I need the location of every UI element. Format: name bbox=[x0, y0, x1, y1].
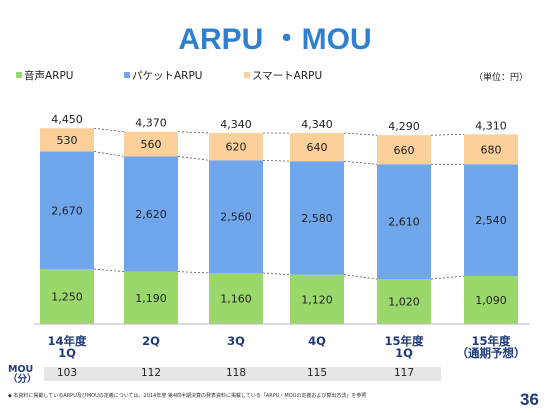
connector-line bbox=[430, 275, 465, 280]
value-label-packet-4: 2,580 bbox=[301, 212, 333, 225]
value-label-smart-5: 660 bbox=[394, 144, 415, 157]
unit-label: （単位：円） bbox=[474, 73, 529, 83]
total-label-3: 4,340 bbox=[220, 118, 252, 131]
value-label-voice-4: 1,120 bbox=[301, 293, 333, 306]
mou-value-5: 117 bbox=[393, 367, 415, 379]
value-label-voice-5: 1,020 bbox=[388, 296, 420, 309]
value-label-packet-2: 2,620 bbox=[135, 208, 167, 221]
mou-label-title: MOU bbox=[8, 364, 34, 375]
value-label-smart-2: 560 bbox=[141, 138, 162, 151]
bar-voice-6 bbox=[464, 276, 518, 324]
page-number: 36 bbox=[520, 390, 539, 409]
connector-line bbox=[343, 160, 378, 165]
connector-line bbox=[262, 159, 291, 162]
value-label-voice-3: 1,160 bbox=[220, 292, 252, 305]
bar-smart-1 bbox=[40, 128, 94, 152]
bar-packet-6 bbox=[464, 164, 518, 277]
mou-label: MOU （分） bbox=[8, 365, 37, 385]
value-label-smart-3: 620 bbox=[226, 141, 247, 154]
mou-value-4: 115 bbox=[306, 367, 328, 379]
bar-packet-2 bbox=[124, 156, 178, 272]
connector-line bbox=[177, 271, 210, 274]
mou-value-1: 103 bbox=[56, 367, 78, 379]
connector-line bbox=[177, 156, 210, 161]
mou-label-unit: （分） bbox=[8, 374, 37, 385]
category-label-2: 2Q bbox=[142, 334, 160, 348]
legend-swatch-voice bbox=[16, 72, 22, 78]
bar-smart-4 bbox=[290, 133, 344, 162]
connector-line bbox=[430, 134, 465, 136]
mou-value-2: 112 bbox=[140, 367, 162, 379]
mou-band bbox=[44, 367, 441, 381]
legend-item-packet: パケットARPU bbox=[124, 68, 203, 83]
connector-line bbox=[262, 272, 291, 276]
bar-smart-3 bbox=[209, 133, 263, 161]
bar-smart-2 bbox=[124, 131, 178, 157]
value-label-smart-4: 640 bbox=[307, 141, 328, 154]
connector-line bbox=[177, 131, 210, 134]
bar-voice-3 bbox=[209, 272, 263, 324]
value-label-packet-5: 2,610 bbox=[388, 216, 420, 229]
legend-label-packet: パケットARPU bbox=[132, 70, 203, 82]
category-label-3: 3Q bbox=[227, 334, 245, 348]
bar-voice-1 bbox=[40, 269, 94, 324]
value-label-packet-6: 2,540 bbox=[475, 214, 507, 227]
connector-line bbox=[93, 268, 125, 272]
value-label-voice-2: 1,190 bbox=[135, 292, 167, 305]
bar-packet-4 bbox=[290, 161, 344, 275]
connector-line bbox=[93, 127, 125, 133]
connector-line bbox=[343, 274, 378, 280]
category-label-4: 4Q bbox=[308, 334, 326, 348]
category-label-5: 1Q bbox=[395, 346, 413, 360]
legend-swatch-smart bbox=[244, 72, 250, 78]
category-label-1: 14年度 bbox=[47, 334, 87, 348]
connector-line bbox=[93, 151, 125, 157]
legend-item-voice: 音声ARPU bbox=[16, 68, 74, 83]
legend-swatch-packet bbox=[124, 72, 130, 78]
bar-voice-5 bbox=[377, 279, 431, 324]
category-label-6: 15年度 bbox=[471, 334, 511, 348]
total-label-1: 4,450 bbox=[51, 113, 83, 126]
bar-packet-3 bbox=[209, 160, 263, 273]
value-label-voice-6: 1,090 bbox=[475, 294, 507, 307]
value-label-packet-3: 2,560 bbox=[220, 211, 252, 224]
total-label-4: 4,340 bbox=[301, 118, 333, 131]
legend-label-voice: 音声ARPU bbox=[24, 70, 74, 82]
legend-label-smart: スマートARPU bbox=[252, 70, 323, 82]
total-label-5: 4,290 bbox=[388, 120, 420, 133]
bar-packet-5 bbox=[377, 164, 431, 280]
bar-voice-4 bbox=[290, 274, 344, 324]
connector-line bbox=[343, 132, 378, 136]
value-label-smart-6: 680 bbox=[481, 143, 502, 156]
bar-smart-5 bbox=[377, 135, 431, 165]
footnote: ◆ 本資料に掲載しているARPU及びMOUの定義については、2014年度 第4四… bbox=[8, 393, 367, 399]
bar-smart-6 bbox=[464, 134, 518, 165]
category-label-5: 15年度 bbox=[384, 334, 424, 348]
value-label-smart-1: 530 bbox=[57, 134, 78, 147]
bar-packet-1 bbox=[40, 151, 94, 269]
total-label-6: 4,310 bbox=[475, 119, 507, 132]
total-label-2: 4,370 bbox=[135, 117, 167, 130]
category-label-1: 1Q bbox=[58, 346, 76, 360]
page-title: ARPU ・MOU bbox=[178, 23, 372, 56]
category-label-6: （通期予想） bbox=[457, 346, 526, 360]
legend-item-smart: スマートARPU bbox=[244, 68, 322, 83]
value-label-packet-1: 2,670 bbox=[51, 204, 83, 217]
mou-value-3: 118 bbox=[225, 367, 247, 379]
value-label-voice-1: 1,250 bbox=[51, 291, 83, 304]
bar-voice-2 bbox=[124, 271, 178, 324]
